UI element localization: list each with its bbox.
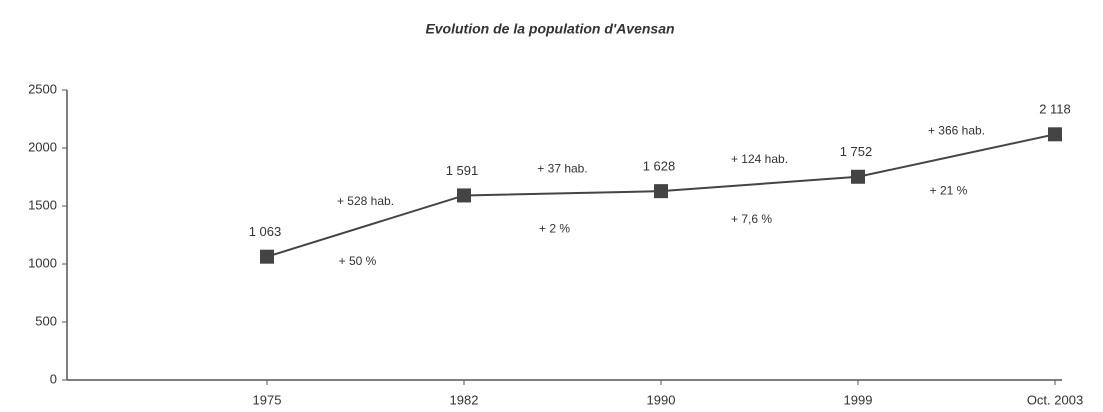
x-tick-label: 1975 — [253, 392, 282, 407]
value-label: 1 591 — [446, 163, 479, 178]
annotation: + 37 hab. — [537, 161, 587, 175]
y-tick-label: 2000 — [28, 139, 57, 154]
annotation: + 528 hab. — [337, 194, 394, 208]
annotation: + 50 % — [339, 254, 377, 268]
x-tick-label: 1990 — [647, 392, 676, 407]
marker — [260, 249, 274, 264]
marker — [457, 188, 471, 203]
marker — [1048, 127, 1062, 142]
value-label: 1 752 — [840, 144, 873, 159]
y-tick-label: 500 — [35, 313, 57, 328]
y-tick-label: 1000 — [28, 255, 57, 270]
annotation: + 366 hab. — [928, 124, 985, 138]
chart-title: Evolution de la population d'Avensan — [425, 21, 674, 37]
marker — [851, 169, 865, 184]
x-tick-label: 1999 — [844, 392, 873, 407]
x-tick-label: 1982 — [450, 392, 479, 407]
value-label: 1 628 — [643, 159, 676, 174]
y-tick-label: 1500 — [28, 197, 57, 212]
annotation: + 21 % — [930, 184, 968, 198]
marker — [654, 184, 668, 199]
annotation: + 124 hab. — [731, 152, 788, 166]
annotation: + 2 % — [539, 221, 570, 235]
y-tick-label: 0 — [50, 371, 57, 386]
value-label: 2 118 — [1039, 102, 1071, 117]
annotation: + 7,6 % — [731, 212, 772, 226]
y-tick-label: 2500 — [28, 81, 57, 96]
x-tick-label: Oct. 2003 — [1027, 392, 1083, 407]
value-label: 1 063 — [249, 224, 282, 239]
